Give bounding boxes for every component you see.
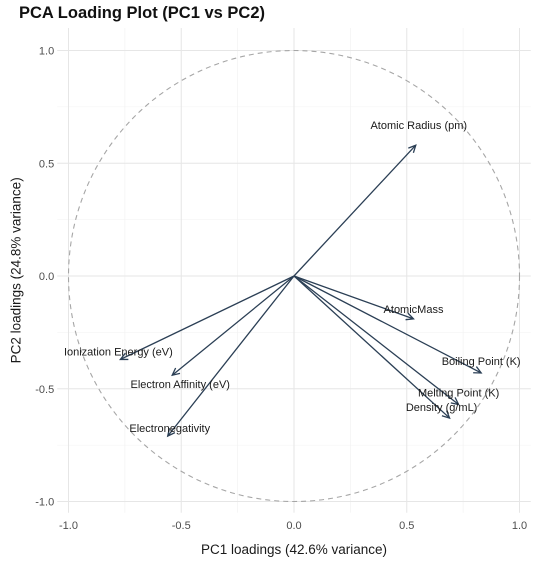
loading-vector [293,275,415,321]
vector-line [293,275,451,419]
y-tick-label: 0.5 [39,158,54,170]
arrowhead [441,410,451,420]
vector-label: Atomic Radius (pm) [370,120,467,132]
x-tick-label: 0.0 [286,520,301,532]
arrowhead [119,352,129,361]
unit-circle-layer [67,49,521,503]
loading-vector [293,144,417,277]
vector-line [167,275,295,437]
loading-vector [293,275,483,374]
vector-label: Electronegativity [129,423,210,435]
vector-labels: Atomic Radius (pm) AtomicMass Boiling Poin… [64,120,521,435]
vector-line [293,275,460,406]
vector-line [293,144,417,277]
y-tick-label: -0.5 [35,384,54,396]
y-tick-label: -1.0 [35,497,54,509]
x-tick-label: -1.0 [59,520,78,532]
vector-label: Electron Affinity (eV) [131,379,230,391]
vector-line [120,275,295,361]
loading-vector [171,275,295,377]
x-tick-label: -0.5 [172,520,191,532]
loading-vector [119,275,295,361]
loading-vectors [119,144,483,438]
vector-label: Ionization Energy (eV) [64,346,173,358]
x-tick-label: 1.0 [512,520,527,532]
axis-ticks: -1.0 -0.5 0.0 0.5 1.0 -1.0 -0.5 0.0 0.5 1.0 [35,46,527,532]
x-tick-label: 0.5 [399,520,414,532]
arrowhead [450,397,460,406]
vector-label: Boiling Point (K) [442,356,521,368]
y-tick-label: 1.0 [39,46,54,58]
arrowhead [166,428,176,438]
vector-label: Density (g/mL) [406,402,478,414]
vector-line [293,275,482,374]
vector-label: Melting Point (K) [418,388,499,400]
loading-vector [293,275,451,420]
vector-label: AtomicMass [384,304,444,316]
loading-vector [166,275,295,438]
loading-vector [293,275,460,406]
unit-circle [67,49,521,503]
arrowhead [405,312,415,321]
x-axis-label: PC1 loadings (42.6% variance) [201,542,387,557]
y-axis-label: PC2 loadings (24.8% variance) [9,177,24,363]
grid [57,27,531,513]
arrowhead [408,144,417,154]
chart-title: PCA Loading Plot (PC1 vs PC2) [19,4,266,22]
arrowhead [171,367,181,377]
vector-line [293,275,414,320]
arrowhead [473,366,483,374]
y-tick-label: 0.0 [39,271,54,283]
vector-line [171,275,295,376]
